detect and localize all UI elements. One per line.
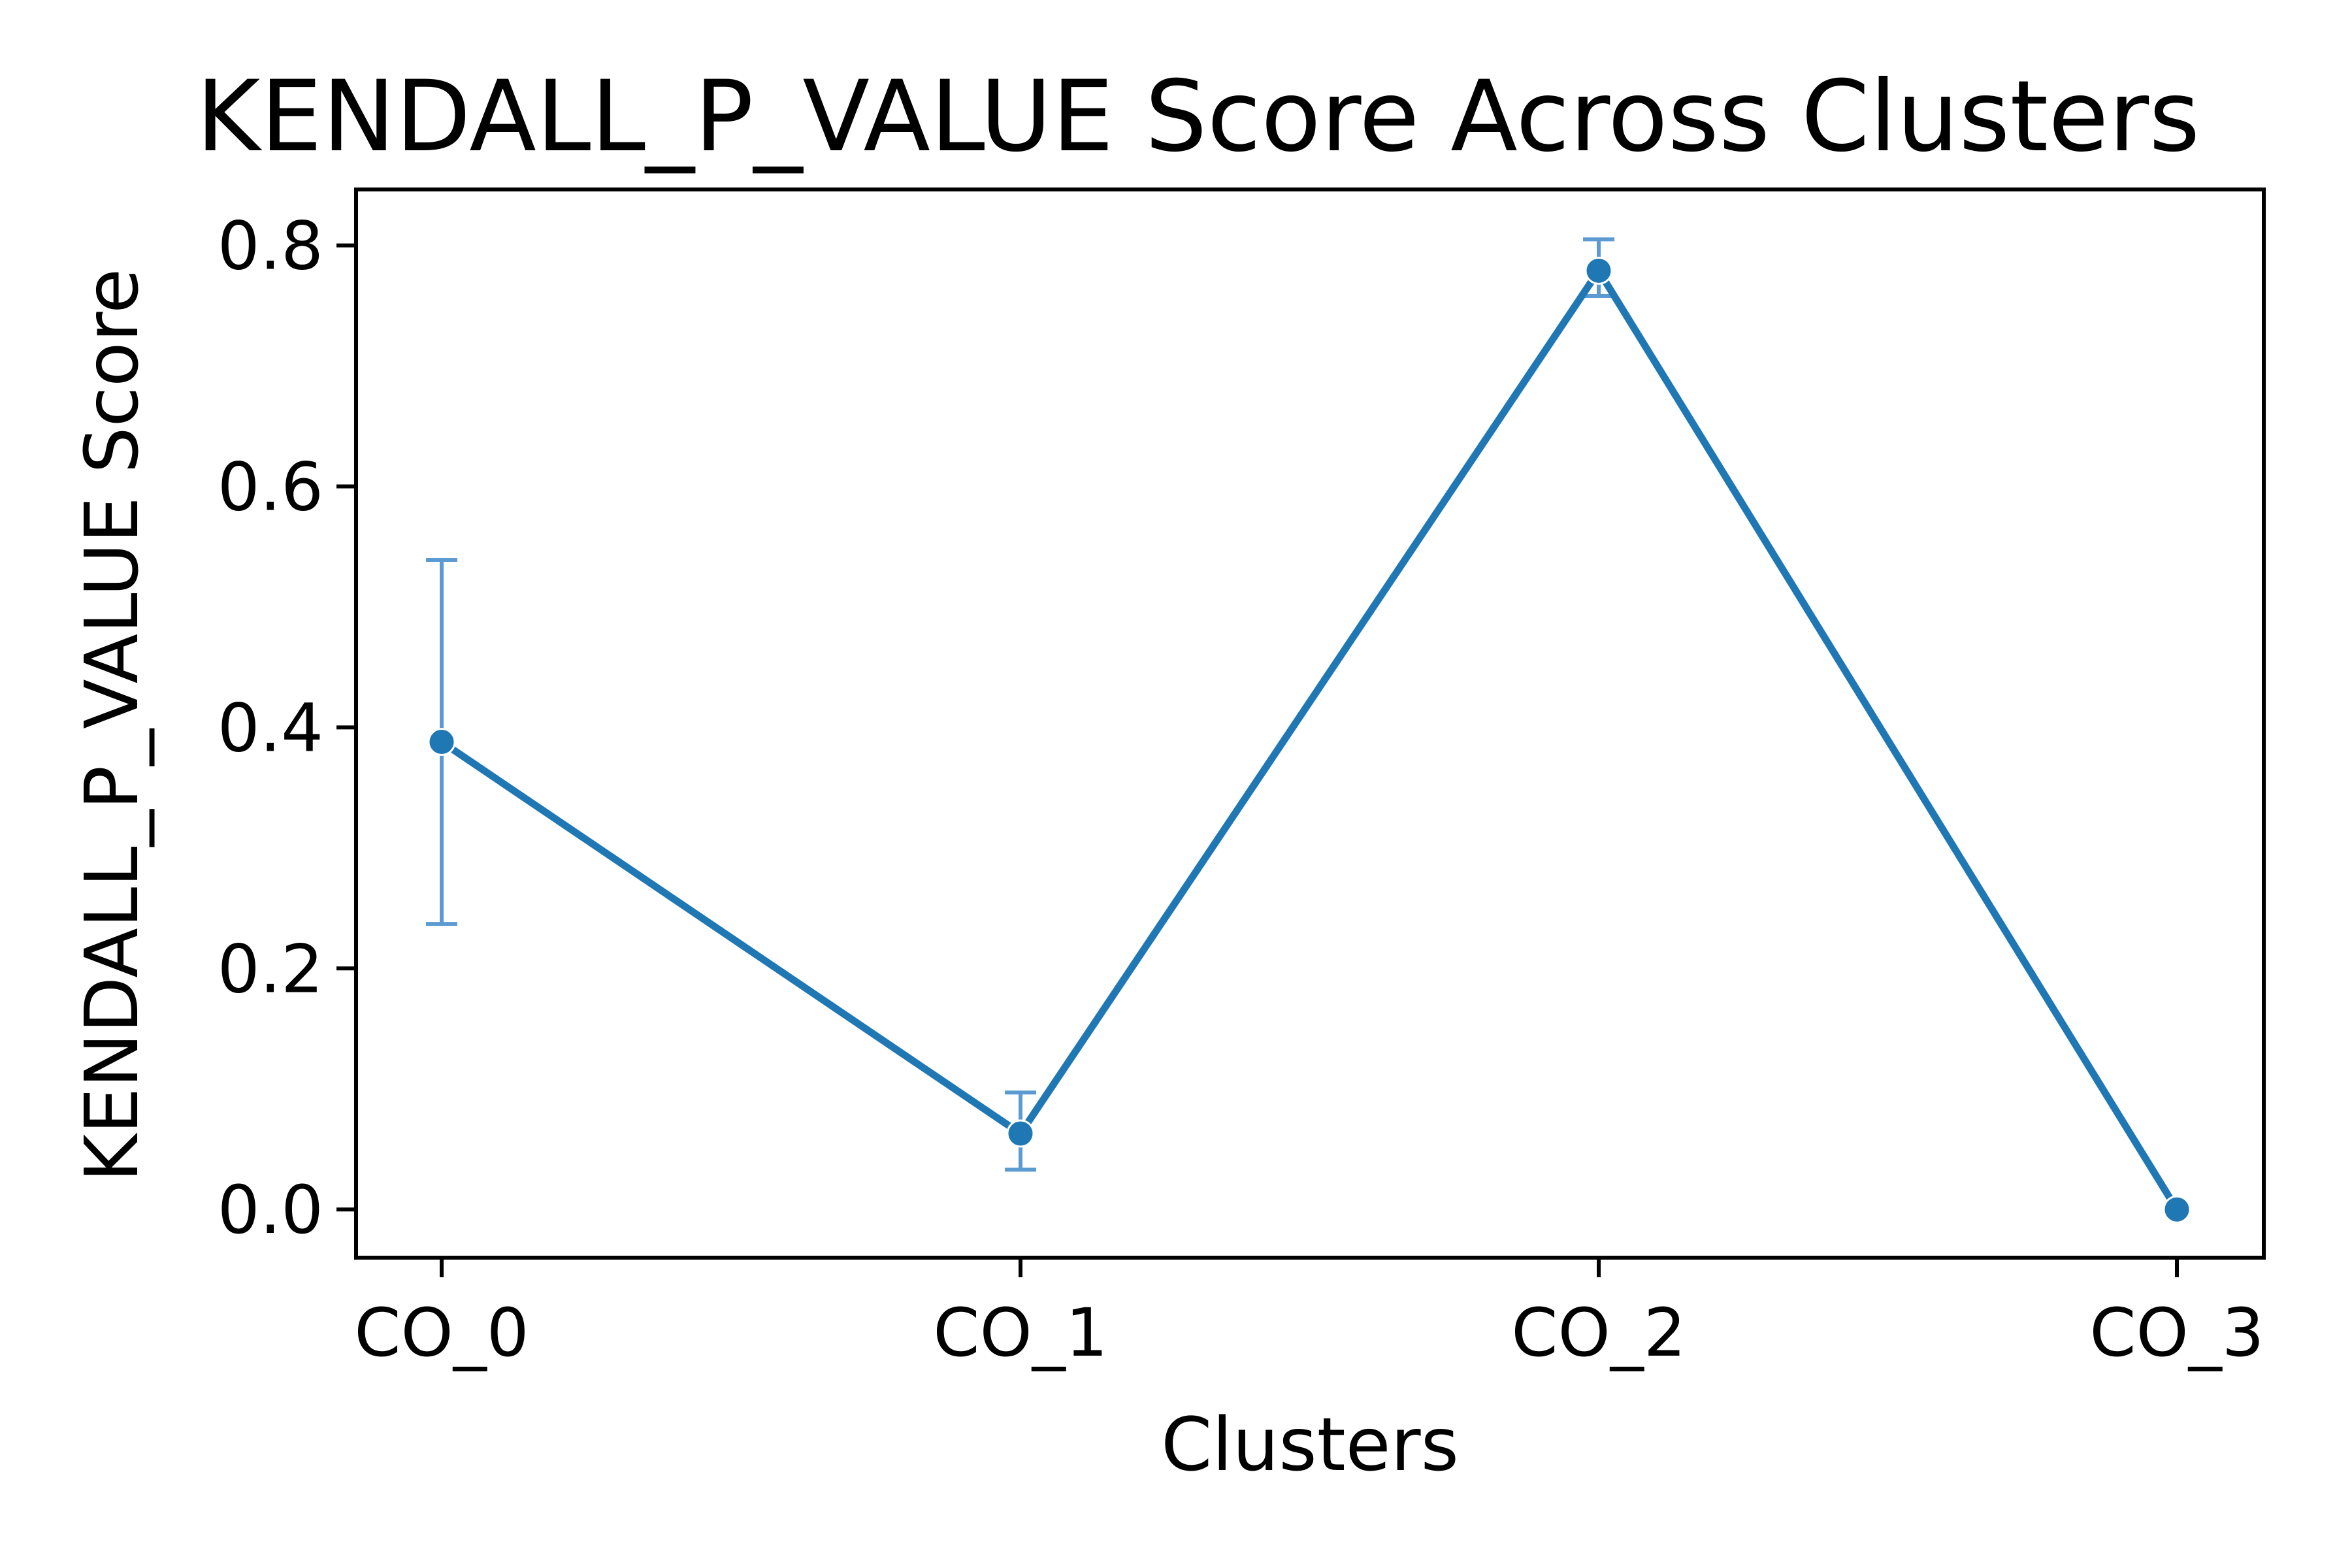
y-tick-label: 0.2: [218, 930, 323, 1008]
y-axis-label: KENDALL_P_VALUE Score: [70, 269, 155, 1182]
y-tick-label: 0.4: [218, 689, 323, 767]
chart-title: KENDALL_P_VALUE Score Across Clusters: [196, 60, 2200, 174]
series-lines: [438, 267, 2181, 1213]
x-tick-label: CO_0: [354, 1294, 529, 1372]
data-point: [1006, 1119, 1035, 1148]
data-points: [427, 256, 2191, 1224]
data-point: [2163, 1195, 2191, 1224]
x-axis-label: Clusters: [1161, 1403, 1459, 1488]
y-tick-label: 0.8: [218, 208, 323, 286]
plot-area-frame: [354, 188, 2266, 1260]
data-point: [427, 728, 456, 757]
error-bars: [426, 237, 1614, 1172]
x-axis-ticks: CO_0 CO_1 CO_2 CO_3: [354, 1258, 2264, 1372]
y-axis-ticks: 0.0 0.2 0.4 0.6 0.8: [218, 208, 356, 1249]
y-tick-label: 0.0: [218, 1171, 323, 1249]
data-point: [1584, 256, 1613, 285]
series-line: [438, 267, 2181, 1213]
x-tick-label: CO_1: [933, 1294, 1107, 1372]
x-tick-label: CO_2: [1511, 1294, 1686, 1372]
x-tick-label: CO_3: [2089, 1294, 2264, 1372]
y-tick-label: 0.6: [218, 448, 323, 526]
